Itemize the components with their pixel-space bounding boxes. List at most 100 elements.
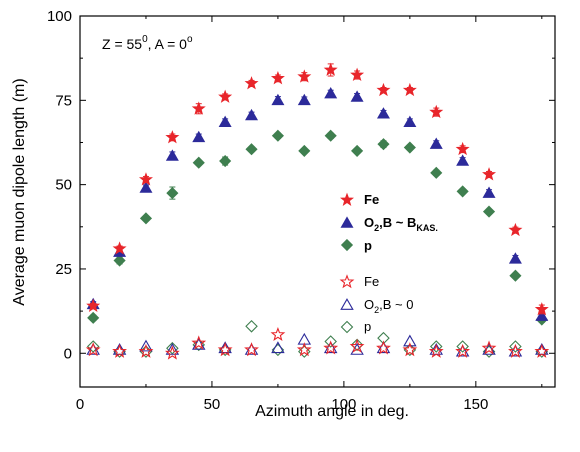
legend-o2b-open-o: O bbox=[364, 297, 374, 312]
data-point bbox=[534, 302, 549, 316]
data-point bbox=[165, 130, 180, 144]
data-point bbox=[271, 93, 285, 106]
y-tick-label: 100 bbox=[47, 8, 72, 25]
annotation-sup1: 0 bbox=[142, 34, 148, 45]
data-point bbox=[297, 69, 312, 83]
data-point bbox=[217, 342, 233, 357]
data-point bbox=[351, 144, 364, 157]
data-point bbox=[455, 141, 470, 156]
data-point bbox=[429, 104, 444, 119]
data-point bbox=[482, 205, 496, 218]
data-point bbox=[456, 154, 470, 166]
annotation-mid: , A = 0 bbox=[148, 36, 188, 52]
legend: Fe O2,B ~ BKAS. p Fe O2,B ~ 0 p bbox=[339, 192, 438, 334]
y-axis-label: Average muon dipole length (m) bbox=[11, 78, 28, 305]
x-tick-label: 0 bbox=[76, 396, 84, 413]
legend-o2b-open-sub1: 2 bbox=[374, 305, 379, 315]
x-tick-label: 150 bbox=[463, 396, 488, 413]
data-point bbox=[403, 115, 417, 127]
data-point bbox=[324, 129, 337, 142]
data-point bbox=[271, 341, 285, 354]
data-point bbox=[534, 343, 550, 358]
data-point bbox=[166, 187, 179, 200]
legend-symbol-2 bbox=[340, 238, 354, 252]
y-tick-label: 50 bbox=[55, 177, 72, 194]
data-point bbox=[323, 340, 339, 355]
legend-o2b-open-mid: ,B ~ 0 bbox=[379, 297, 413, 312]
legend-o2b-filled-sub1: 2 bbox=[374, 223, 379, 233]
legend-symbol-0 bbox=[340, 192, 354, 206]
data-point bbox=[429, 340, 443, 353]
data-point bbox=[377, 138, 390, 151]
legend-label-o2b-open: O2,B ~ 0 bbox=[364, 297, 413, 315]
data-point bbox=[139, 339, 153, 352]
data-point bbox=[85, 342, 101, 357]
series-3 bbox=[85, 326, 550, 360]
legend-label-fe-filled: Fe bbox=[364, 192, 379, 207]
data-point bbox=[430, 166, 443, 179]
data-point bbox=[323, 62, 338, 76]
legend-label-p-open: p bbox=[364, 319, 371, 334]
data-point bbox=[164, 345, 180, 360]
legend-symbol-3 bbox=[339, 274, 355, 289]
data-point bbox=[192, 130, 206, 143]
y-tick-label: 75 bbox=[55, 92, 72, 109]
data-point bbox=[112, 343, 127, 358]
data-point bbox=[165, 342, 180, 355]
data-point bbox=[402, 342, 418, 357]
data-point bbox=[139, 212, 153, 225]
data-point bbox=[244, 342, 259, 355]
data-point bbox=[376, 340, 391, 355]
data-point bbox=[508, 344, 523, 357]
legend-label-o2b-filled: O2,B ~ BKAS. bbox=[364, 215, 438, 233]
data-point bbox=[270, 326, 286, 342]
data-point bbox=[403, 141, 416, 154]
data-point bbox=[509, 340, 522, 353]
data-point bbox=[86, 298, 101, 312]
data-point bbox=[376, 341, 391, 354]
data-point bbox=[508, 252, 522, 264]
data-point bbox=[245, 143, 258, 156]
data-point bbox=[508, 222, 523, 237]
series-0 bbox=[86, 62, 549, 316]
legend-label-fe-open: Fe bbox=[364, 274, 379, 289]
annotation-sup2: o bbox=[187, 34, 193, 45]
data-point bbox=[482, 167, 497, 181]
data-point bbox=[429, 137, 443, 149]
data-point bbox=[138, 343, 154, 358]
x-axis-label: Azimuth angle in deg. bbox=[255, 403, 409, 420]
data-point bbox=[350, 90, 364, 102]
data-point bbox=[376, 82, 391, 97]
legend-symbol-5 bbox=[340, 320, 354, 334]
data-point bbox=[350, 338, 364, 352]
data-point bbox=[428, 343, 444, 358]
legend-o2b-filled-sub2: KAS. bbox=[416, 223, 438, 233]
data-point bbox=[191, 335, 207, 350]
data-point bbox=[535, 309, 549, 321]
data-point bbox=[191, 101, 206, 115]
data-point bbox=[113, 254, 126, 267]
data-point bbox=[192, 156, 205, 169]
legend-o2b-filled-o: O bbox=[364, 215, 374, 230]
legend-symbol-1 bbox=[340, 216, 354, 228]
data-point bbox=[377, 331, 390, 345]
data-markers bbox=[85, 62, 550, 360]
series-2 bbox=[87, 129, 548, 326]
data-point bbox=[86, 342, 100, 355]
data-point bbox=[350, 67, 365, 81]
plot-frame bbox=[79, 15, 556, 388]
data-point bbox=[455, 344, 470, 357]
data-point bbox=[245, 108, 259, 121]
legend-symbols bbox=[339, 192, 355, 334]
data-point bbox=[455, 343, 471, 358]
data-point bbox=[297, 93, 311, 106]
legend-label-p-filled: p bbox=[364, 238, 372, 253]
data-point bbox=[112, 241, 127, 255]
y-tick-label: 0 bbox=[64, 345, 72, 362]
axis-tick-labels: 0 50 100 150 0 25 50 75 100 bbox=[47, 8, 488, 413]
data-point bbox=[324, 86, 338, 99]
data-point bbox=[219, 154, 232, 168]
data-point bbox=[323, 341, 338, 354]
data-point bbox=[403, 334, 417, 347]
